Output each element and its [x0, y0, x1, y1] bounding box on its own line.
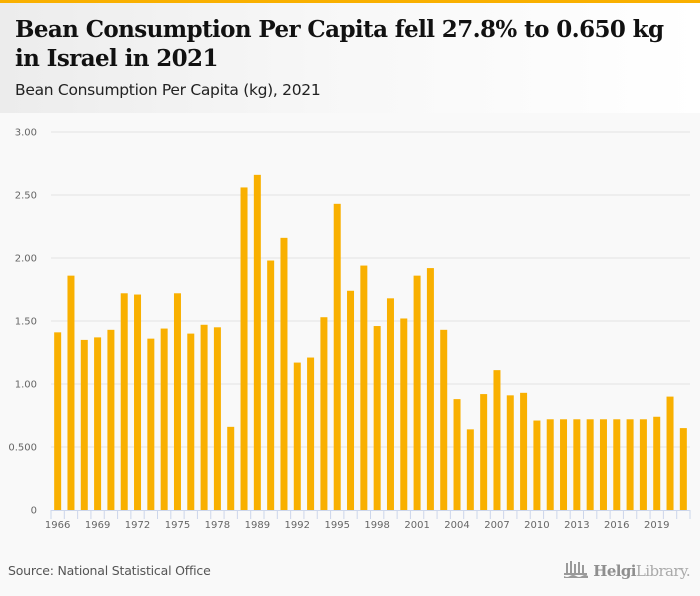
bar-1971[interactable] [120, 293, 128, 510]
x-tick-label: 1989 [245, 520, 270, 531]
y-tick-label: 1.50 [15, 317, 37, 328]
chart-title: Bean Consumption Per Capita fell 27.8% t… [15, 16, 664, 72]
bar-1970[interactable] [107, 329, 115, 510]
x-tick-label: 1992 [285, 520, 310, 531]
bar-1968[interactable] [80, 339, 88, 510]
bar-1992[interactable] [293, 362, 301, 510]
bar-1995[interactable] [333, 203, 341, 510]
x-tick-label: 2010 [524, 520, 549, 531]
bar-1967[interactable] [67, 275, 75, 510]
bar-2021[interactable] [679, 428, 687, 510]
bar-2001[interactable] [413, 275, 421, 510]
bar-2006[interactable] [480, 394, 488, 510]
bar-2011[interactable] [546, 419, 554, 510]
bar-1973[interactable] [147, 338, 155, 510]
bar-1993[interactable] [307, 357, 315, 510]
x-tick-label: 2001 [404, 520, 429, 531]
y-tick-label: 0 [31, 506, 37, 517]
bar-1989[interactable] [253, 174, 261, 510]
y-tick-label: 2.00 [15, 254, 37, 265]
y-tick-label: 3.00 [15, 128, 37, 139]
bar-1991[interactable] [280, 237, 288, 510]
bar-1990[interactable] [267, 260, 275, 510]
bar-2015[interactable] [599, 419, 607, 510]
x-tick-label: 2007 [484, 520, 509, 531]
accent-top-bar [0, 0, 700, 3]
bar-1974[interactable] [160, 328, 168, 510]
bar-1997[interactable] [360, 265, 368, 510]
bar-2003[interactable] [440, 329, 448, 510]
x-tick-label: 1969 [85, 520, 110, 531]
bar-1966[interactable] [54, 332, 62, 510]
x-tick-label: 1995 [324, 520, 349, 531]
bar-2014[interactable] [586, 419, 594, 510]
x-tick-label: 1972 [125, 520, 150, 531]
bar-2010[interactable] [533, 420, 541, 510]
x-tick-label: 1998 [364, 520, 389, 531]
chart-subtitle: Bean Consumption Per Capita (kg), 2021 [15, 81, 321, 99]
bar-2013[interactable] [573, 419, 581, 510]
bar-2017[interactable] [626, 419, 634, 510]
library-building-icon [563, 559, 589, 583]
x-axis: 1966 1969 1972 1975 1978 1989 1992 1995 1998 2001… [45, 510, 691, 531]
bars [54, 174, 687, 510]
bar-1988[interactable] [240, 187, 248, 510]
y-tick-label: 0.500 [8, 443, 37, 454]
bar-2000[interactable] [400, 318, 408, 510]
y-tick-label: 1.00 [15, 380, 37, 391]
bar-2019[interactable] [653, 416, 661, 510]
bar-1996[interactable] [347, 290, 355, 510]
y-axis-labels: 0 0.500 1.00 1.50 2.00 2.50 3.00 [8, 128, 37, 517]
x-tick-label: 1975 [165, 520, 190, 531]
bar-2002[interactable] [426, 268, 434, 510]
bar-1969[interactable] [94, 337, 102, 510]
logo-text: HelgiLibrary. [593, 562, 690, 580]
bar-1975[interactable] [173, 293, 181, 510]
bar-1999[interactable] [386, 298, 394, 510]
helgi-library-logo[interactable]: HelgiLibrary. [563, 559, 691, 583]
y-tick-label: 2.50 [15, 191, 37, 202]
bar-2004[interactable] [453, 399, 461, 510]
bar-1977[interactable] [200, 324, 208, 510]
chart-header: Bean Consumption Per Capita fell 27.8% t… [0, 3, 700, 113]
bar-1972[interactable] [134, 294, 142, 510]
bar-2007[interactable] [493, 370, 501, 510]
bar-1994[interactable] [320, 317, 328, 510]
bar-1998[interactable] [373, 326, 381, 510]
bar-1979[interactable] [227, 426, 235, 510]
x-tick-label: 1966 [45, 520, 70, 531]
source-note: Source: National Statistical Office [8, 563, 211, 578]
x-tick-label: 2013 [564, 520, 589, 531]
bar-1976[interactable] [187, 333, 195, 510]
bar-2018[interactable] [639, 419, 647, 510]
bar-2020[interactable] [666, 396, 674, 510]
x-tick-label: 2019 [644, 520, 669, 531]
bar-1978[interactable] [213, 327, 221, 510]
bar-2005[interactable] [466, 429, 474, 510]
bar-2016[interactable] [613, 419, 621, 510]
x-tick-label: 2016 [604, 520, 629, 531]
bar-2008[interactable] [506, 395, 514, 510]
x-tick-label: 2004 [444, 520, 469, 531]
logo-text-light: Library. [635, 562, 691, 580]
x-tick-label: 1978 [205, 520, 230, 531]
bar-2012[interactable] [560, 419, 568, 510]
logo-text-bold: Helgi [593, 562, 636, 580]
gridlines [51, 131, 690, 448]
bar-2009[interactable] [520, 392, 528, 510]
